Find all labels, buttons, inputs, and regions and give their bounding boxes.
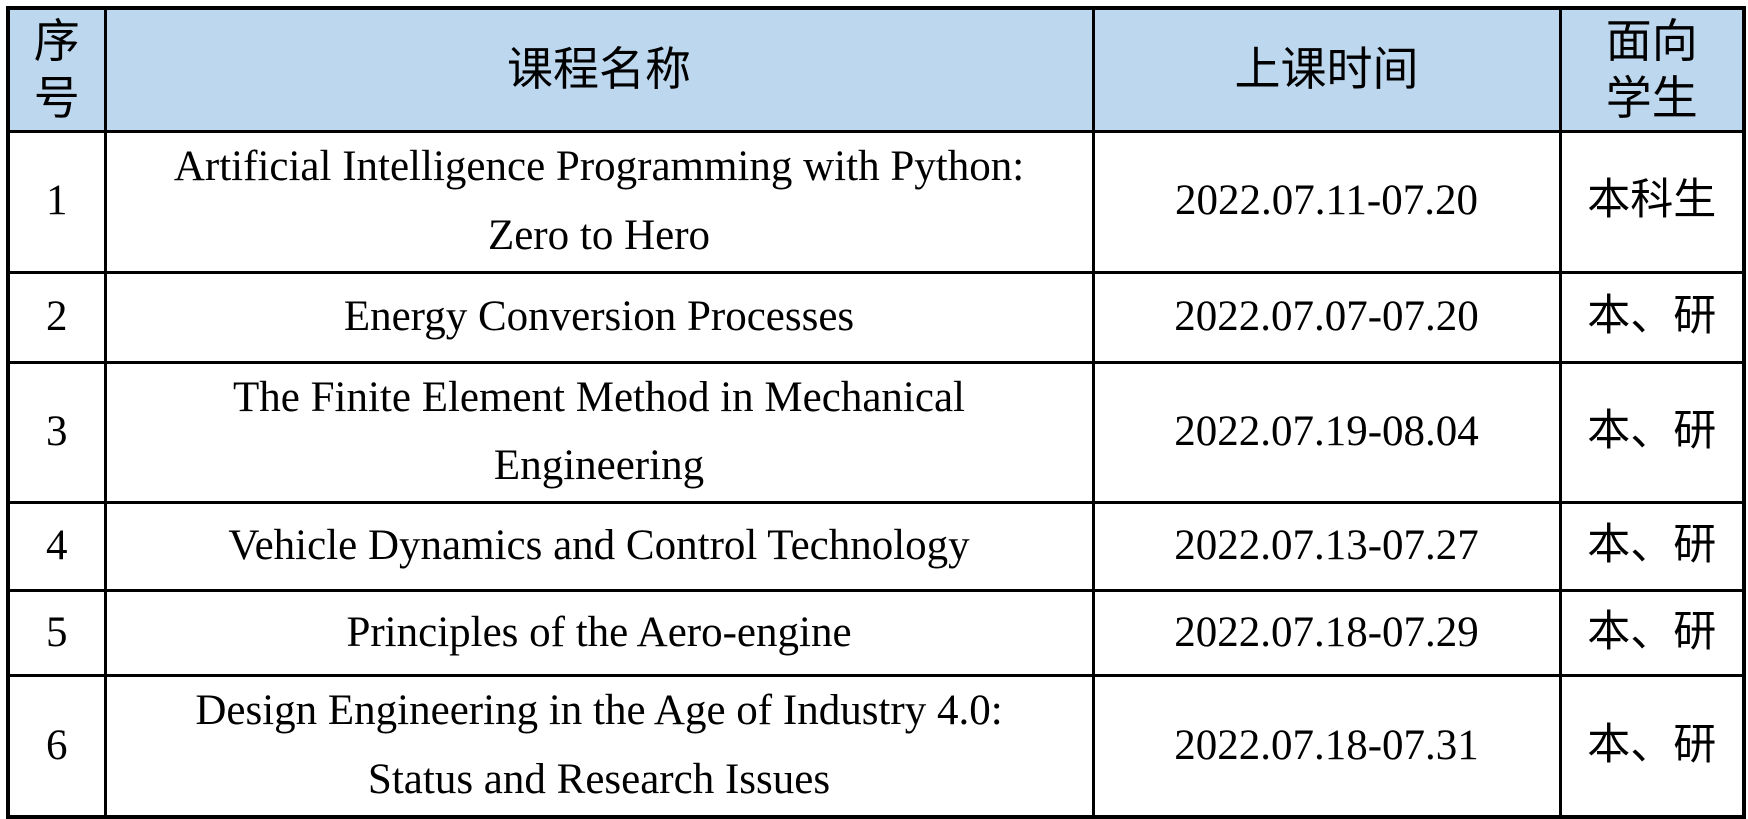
class-time-cell: 2022.07.07-07.20	[1091, 270, 1562, 364]
audience-cell: 本、研	[1558, 501, 1746, 593]
course-schedule-table: 序 号 课程名称 上课时间 面向 学生 1 Artificial Intelli…	[6, 6, 1746, 819]
row-index-cell: 6	[6, 674, 107, 819]
header-index: 序 号	[6, 6, 107, 133]
row-index-cell: 5	[6, 589, 107, 678]
class-time-cell: 2022.07.19-08.04	[1091, 360, 1562, 505]
audience-cell: 本、研	[1558, 589, 1746, 678]
class-time-cell: 2022.07.13-07.27	[1091, 501, 1562, 593]
course-name-cell: Design Engineering in the Age of Industr…	[103, 674, 1095, 819]
row-index-cell: 2	[6, 270, 107, 364]
table-row: 4 Vehicle Dynamics and Control Technolog…	[6, 501, 1746, 593]
row-index-cell: 3	[6, 360, 107, 505]
row-index-cell: 4	[6, 501, 107, 593]
table-row: 6 Design Engineering in the Age of Indus…	[6, 674, 1746, 819]
row-index-cell: 1	[6, 130, 107, 274]
table-row: 3 The Finite Element Method in Mechanica…	[6, 360, 1746, 505]
header-course-name: 课程名称	[103, 6, 1095, 133]
table-row: 2 Energy Conversion Processes 2022.07.07…	[6, 270, 1746, 364]
course-name-cell: Artificial Intelligence Programming with…	[103, 130, 1095, 274]
course-name-cell: Vehicle Dynamics and Control Technology	[103, 501, 1095, 593]
class-time-cell: 2022.07.18-07.31	[1091, 674, 1562, 819]
course-name-cell: Principles of the Aero-engine	[103, 589, 1095, 678]
header-class-time: 上课时间	[1091, 6, 1562, 133]
audience-cell: 本、研	[1558, 674, 1746, 819]
course-name-cell: Energy Conversion Processes	[103, 270, 1095, 364]
audience-cell: 本科生	[1558, 130, 1746, 274]
class-time-cell: 2022.07.18-07.29	[1091, 589, 1562, 678]
header-row: 序 号 课程名称 上课时间 面向 学生	[6, 6, 1746, 133]
table-row: 1 Artificial Intelligence Programming wi…	[6, 130, 1746, 274]
class-time-cell: 2022.07.11-07.20	[1091, 130, 1562, 274]
audience-cell: 本、研	[1558, 270, 1746, 364]
audience-cell: 本、研	[1558, 360, 1746, 505]
table-row: 5 Principles of the Aero-engine 2022.07.…	[6, 589, 1746, 678]
course-schedule: 序 号 课程名称 上课时间 面向 学生 1 Artificial Intelli…	[6, 6, 1746, 819]
course-name-cell: The Finite Element Method in Mechanical …	[103, 360, 1095, 505]
header-audience: 面向 学生	[1558, 6, 1746, 133]
